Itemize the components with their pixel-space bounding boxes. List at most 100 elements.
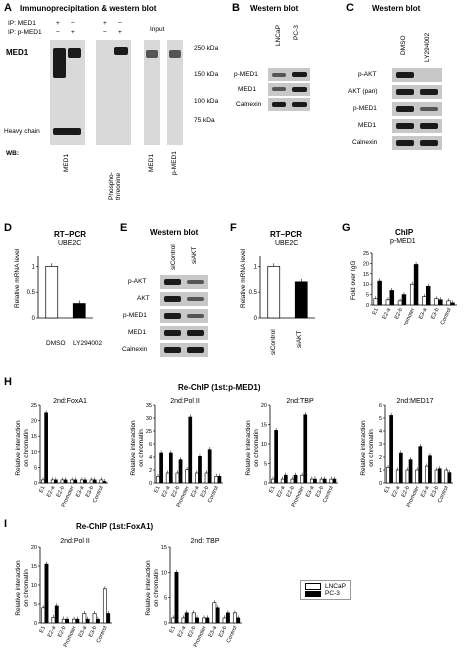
blot-row-label: MED1 [358, 122, 377, 129]
bar [178, 459, 183, 484]
panel-label-f: F [230, 222, 237, 234]
bar [214, 476, 219, 484]
blot-row-label: AKT (pan) [348, 88, 378, 95]
blot-band [164, 279, 181, 285]
y-tick-label: 15 [261, 423, 267, 429]
ip-mark: + [56, 20, 60, 27]
bar [195, 617, 199, 624]
ip-mark: + [118, 29, 122, 36]
blot-band [292, 102, 307, 107]
x-tick-label: E2-b [394, 307, 404, 320]
blot-band [272, 102, 286, 107]
y-tick-label: 2 [149, 468, 152, 474]
bar [102, 588, 107, 624]
legend-swatch-pc3 [305, 590, 321, 597]
blot-row-label: MED1 [128, 329, 147, 336]
panel-label-h: H [4, 376, 12, 388]
bar [422, 296, 427, 306]
bar [425, 465, 429, 484]
bar [280, 478, 285, 484]
bar [274, 430, 278, 484]
y-tick-label: 10 [161, 570, 167, 576]
blot-row [160, 343, 208, 357]
bar [50, 479, 55, 484]
bar [156, 476, 160, 484]
bar [82, 613, 87, 624]
y-axis-label: Relative interaction [15, 560, 22, 616]
bar [102, 481, 107, 484]
x-tick-label: E1 [153, 485, 161, 494]
y-tick-label: 15 [31, 434, 37, 440]
bar [95, 618, 100, 624]
y-tick-label: 0 [254, 316, 258, 322]
bar [386, 467, 390, 484]
panel-a-title: Immunoprecipitation & western blot [20, 4, 157, 13]
bar [165, 472, 170, 484]
bar [271, 478, 275, 484]
y-tick-label: 2 [379, 455, 382, 461]
bar [53, 479, 58, 484]
y-tick-label: 30 [146, 416, 152, 422]
bar [41, 479, 45, 484]
y-tick-label: 15 [31, 564, 37, 570]
bar [44, 563, 49, 624]
marker-label: 100 kDa [194, 98, 219, 105]
bar [204, 472, 209, 484]
wb-lane-label: MED1 [148, 153, 155, 172]
bar [389, 415, 393, 484]
bar [294, 281, 308, 319]
x-tick-label: E1 [268, 485, 276, 494]
bar [322, 478, 327, 484]
panel-h-title: Re-ChIP (1st:p-MED1) [178, 383, 261, 392]
wb-lane-label: p-MED1 [171, 151, 178, 175]
legend-item-pc3: PC-3 [305, 590, 346, 597]
y-tick-label: 0 [379, 481, 382, 487]
y-axis-label: Relative mRNA level [240, 248, 247, 308]
x-tick-label: E2-a [161, 484, 172, 498]
heavy-chain-label: Heavy chain [4, 128, 40, 135]
y-tick-label: 0 [32, 316, 36, 322]
y-tick-label: 0 [264, 481, 267, 487]
blot-row-label: p-MED1 [123, 312, 147, 319]
x-category-label: siAKT [296, 330, 303, 348]
blot-band [292, 72, 307, 77]
bar [207, 449, 212, 484]
x-tick-label: E3-a [420, 484, 431, 498]
bar [329, 478, 334, 484]
y-axis-label: on chromatin [138, 429, 145, 467]
panel-label-d: D [4, 222, 12, 234]
wb-label: WB: [6, 150, 19, 157]
blot-row-label: Calnexin [352, 139, 378, 146]
bar [395, 469, 400, 484]
y-tick-label: 10 [31, 450, 37, 456]
bar [450, 302, 455, 306]
x-tick-label: E2-a [46, 484, 57, 498]
lane-label: LY294002 [424, 32, 431, 62]
y-axis-label: on chromatin [23, 569, 30, 607]
subplot-title: 2nd:Pol II [170, 398, 200, 405]
lane-label: siControl [170, 244, 177, 270]
blot-band [420, 107, 438, 111]
y-tick-label: 0 [34, 481, 37, 487]
bar [44, 412, 48, 484]
bar [80, 479, 84, 484]
blot-band [396, 89, 414, 95]
panel-label-b: B [232, 2, 240, 14]
x-tick-label: E3-b [200, 485, 210, 498]
blot-band [164, 313, 181, 319]
bar [444, 469, 449, 484]
x-tick-label: E3-a [418, 306, 429, 320]
panel-label-e: E [120, 222, 128, 234]
x-tick-label: E3-b [430, 485, 440, 498]
lane-label: LNCaP [275, 25, 282, 46]
y-tick-label: 20 [261, 403, 267, 409]
x-tick-label: E2-b [171, 485, 181, 498]
blot-band [53, 128, 81, 135]
bar [73, 479, 78, 484]
marker-label: 75 kDa [194, 117, 215, 124]
blot-band [114, 47, 128, 55]
y-tick-label: 1 [379, 468, 382, 474]
x-tick-label: E3-a [75, 484, 86, 498]
x-tick-label: E1 [372, 307, 380, 316]
